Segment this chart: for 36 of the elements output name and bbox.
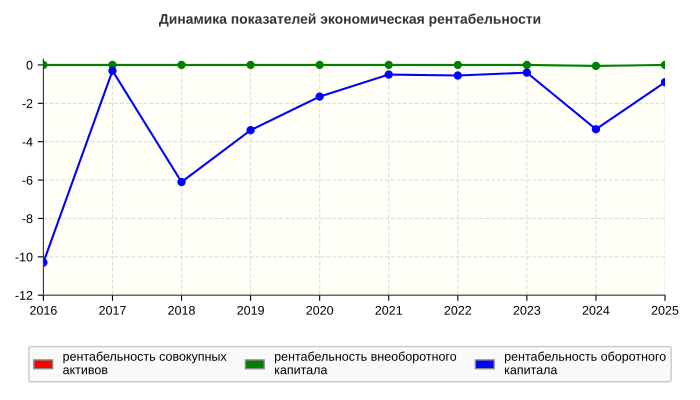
- x-tick-label: 2016: [30, 306, 57, 315]
- point: [316, 92, 324, 101]
- point: [592, 125, 600, 134]
- y-tick-label: 0: [26, 60, 32, 70]
- point: [454, 60, 462, 70]
- point: [177, 178, 186, 186]
- point: [454, 71, 462, 80]
- y-tick-label: -4: [22, 138, 33, 146]
- y-tick-label: -12: [15, 291, 32, 300]
- x-tick-label: 2025: [652, 306, 678, 315]
- x-tick-label: 2021: [375, 306, 402, 315]
- x-tick-label: 2020: [306, 306, 334, 315]
- point: [316, 60, 324, 70]
- point: [177, 60, 186, 70]
- point: [384, 60, 393, 70]
- legend-label: рентабельность внеоборотного капитала: [274, 352, 456, 374]
- legend-label: рентабельность совокупных активов: [63, 352, 227, 374]
- point: [246, 60, 255, 70]
- x-tick-label: 2018: [168, 306, 195, 315]
- y-tick-label: -10: [15, 252, 32, 262]
- x-tick-label: 2019: [237, 306, 264, 315]
- point: [384, 70, 393, 79]
- x-tick-label: 2017: [99, 306, 126, 315]
- chart-title: Динамика показателей экономическая рентабельности: [159, 13, 540, 27]
- point: [592, 62, 600, 70]
- x-tick-label: 2023: [514, 306, 540, 315]
- y-tick-label: -6: [22, 176, 32, 185]
- y-tick-label: -8: [22, 214, 32, 224]
- x-tick-label: 2024: [582, 306, 610, 315]
- y-tick-label: -2: [22, 99, 32, 108]
- point: [522, 60, 532, 70]
- point: [246, 126, 255, 134]
- point: [522, 68, 532, 77]
- legend-label: рентабельность оборотного капитала: [504, 352, 666, 374]
- x-tick-label: 2022: [444, 306, 472, 315]
- point: [108, 66, 117, 75]
